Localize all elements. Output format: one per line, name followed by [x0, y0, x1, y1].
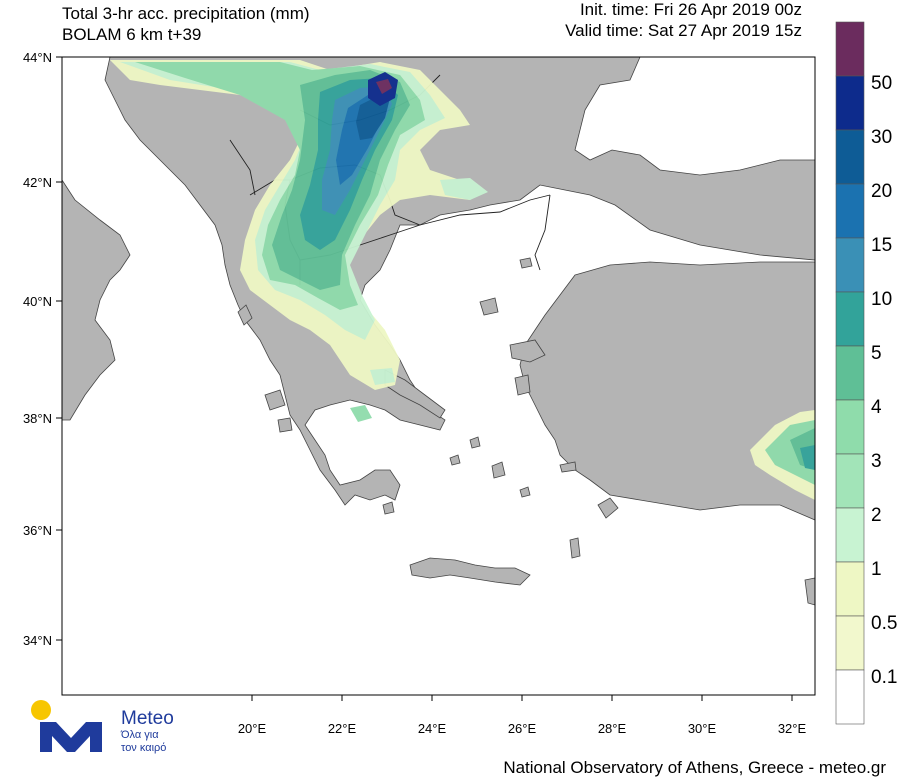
init-time: Init. time: Fri 26 Apr 2019 00z — [579, 0, 802, 19]
legend-label: 3 — [871, 451, 882, 472]
legend-label: 20 — [871, 181, 893, 202]
land-italy — [61, 178, 131, 421]
land-samothraki — [519, 257, 533, 269]
lat-label: 34°N — [23, 633, 52, 648]
land-lesvos — [509, 339, 546, 363]
land-kefalonia — [264, 389, 286, 411]
lon-label: 24°E — [418, 721, 447, 736]
land-naxos — [491, 461, 506, 479]
lon-label: 22°E — [328, 721, 357, 736]
legend-label: 30 — [871, 127, 893, 148]
meteo-m-icon — [40, 722, 102, 752]
precipitation-legend — [835, 21, 865, 725]
meteo-logo — [31, 700, 102, 752]
legend-label: 5 — [871, 343, 882, 364]
legend-label: 0.5 — [871, 613, 898, 634]
map-frame — [61, 56, 816, 696]
land-kythera — [382, 501, 395, 515]
sun-icon — [31, 700, 51, 720]
land-limnos — [479, 297, 499, 316]
land-corfu — [237, 304, 253, 326]
logo-tagline: τον καιρό — [121, 742, 167, 754]
lat-label: 36°N — [23, 523, 52, 538]
lon-label: 20°E — [238, 721, 267, 736]
legend-label: 4 — [871, 397, 882, 418]
land-evia — [384, 369, 446, 419]
legend-label: 0.1 — [871, 667, 898, 688]
land-karpathos — [569, 537, 581, 559]
lon-label: 26°E — [508, 721, 537, 736]
land-cyclades-2 — [449, 454, 461, 466]
legend-label: 10 — [871, 289, 893, 310]
land-cyclades-3 — [519, 486, 531, 498]
land-crete — [409, 557, 531, 586]
lat-label: 40°N — [23, 294, 52, 309]
footer-credit: National Observatory of Athens, Greece -… — [503, 758, 886, 777]
lat-label: 42°N — [23, 175, 52, 190]
land-chios — [514, 374, 531, 396]
lon-label: 32°E — [778, 721, 807, 736]
model-subtitle: BOLAM 6 km t+39 — [62, 25, 202, 44]
land-rhodes — [597, 497, 619, 519]
land-zakynthos — [277, 417, 293, 433]
legend-label: 15 — [871, 235, 893, 256]
map-title: Total 3-hr acc. precipitation (mm) — [62, 4, 310, 23]
lon-label: 30°E — [688, 721, 717, 736]
lat-label: 38°N — [23, 411, 52, 426]
longitude-axis: 20°E 22°E 24°E 26°E 28°E 30°E 32°E — [238, 695, 807, 736]
precipitation-field — [110, 60, 815, 500]
land-kos — [559, 461, 577, 473]
land-cyclades-1 — [469, 436, 481, 449]
legend-label: 1 — [871, 559, 882, 580]
legend-label: 50 — [871, 73, 893, 94]
lat-label: 44°N — [23, 50, 52, 65]
lon-label: 28°E — [598, 721, 627, 736]
latitude-axis: 44°N 42°N 40°N 38°N 36°N 34°N — [23, 50, 62, 648]
valid-time: Valid time: Sat 27 Apr 2019 15z — [565, 21, 802, 40]
logo-tagline: Όλα για — [121, 729, 159, 741]
legend-label: 2 — [871, 505, 882, 526]
logo-name: Meteo — [121, 708, 174, 729]
